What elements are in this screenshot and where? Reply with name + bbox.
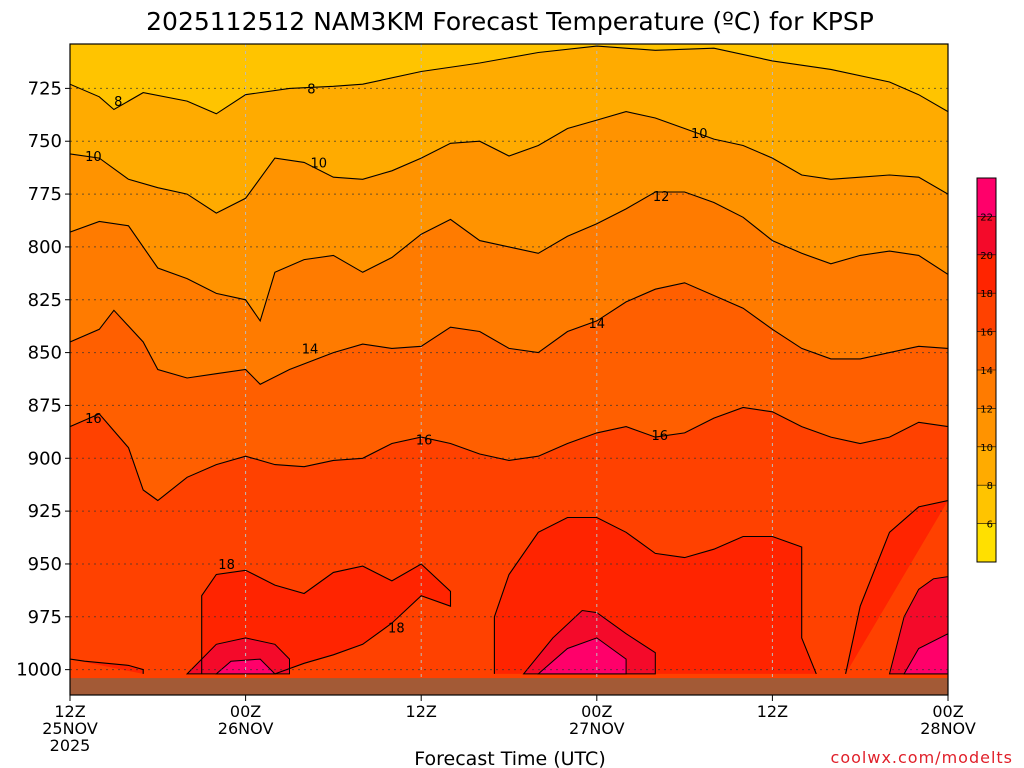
colorbar-swatch-18	[977, 254, 996, 294]
colorbar-label-16: 16	[980, 328, 993, 339]
contour-label-18-12: 18	[388, 621, 405, 636]
y-tick-label-800: 800	[28, 237, 62, 258]
x-tick-label-12-1: 00Z	[230, 702, 261, 721]
contour-label-16-8: 16	[85, 412, 102, 427]
y-tick-label-875: 875	[28, 395, 62, 416]
colorbar-swatch-22	[977, 178, 996, 217]
isotherm-18-8	[70, 658, 144, 674]
contour-label-16-10: 16	[651, 429, 668, 444]
temperature-contours	[70, 45, 948, 675]
isotherm-14-3	[70, 282, 948, 385]
temperature-field	[70, 44, 948, 695]
colorbar-label-18: 18	[980, 289, 993, 300]
colorbar-swatch-14	[977, 331, 996, 370]
contour-label-16-9: 16	[416, 433, 433, 448]
y-tick-label-975: 975	[28, 607, 62, 628]
contour-label-8-1: 8	[307, 82, 315, 97]
colorbar-swatch-8	[977, 446, 996, 486]
colorbar-label-8: 8	[987, 481, 993, 492]
x-tick-label-60-1: 00Z	[932, 702, 963, 721]
hot-region-22-1	[214, 658, 277, 675]
isotherm-12-2	[70, 191, 948, 323]
x-tick-label-0-2: 25NOV	[42, 719, 98, 738]
colorbar-swatch-16	[977, 293, 996, 332]
y-tick-label-950: 950	[28, 554, 62, 575]
hot-region-22-3	[536, 637, 627, 675]
y-tick-label-1000: 1000	[16, 660, 62, 681]
y-tick-label-900: 900	[28, 448, 62, 469]
colorbar-label-14: 14	[980, 366, 993, 377]
colorbar-label-12: 12	[980, 404, 993, 415]
colorbar-swatch-12	[977, 370, 996, 409]
hot-region-22-5	[903, 633, 948, 675]
x-tick-label-0-3: 2025	[50, 736, 91, 755]
contour-label-18-11: 18	[218, 558, 235, 573]
contour-labels: 8 8 10 10 10 12 14 14 16 16 16 18 18	[85, 82, 707, 636]
band-18-region-2	[845, 500, 948, 674]
contour-label-8-0: 8	[114, 95, 122, 110]
colorbar-label-20: 20	[980, 251, 993, 262]
band-18-region-3	[70, 659, 144, 674]
y-tick-label-925: 925	[28, 501, 62, 522]
colorbar-swatch-4	[977, 523, 996, 562]
x-tick-label-48-1: 12Z	[757, 702, 788, 721]
colorbar-label-6: 6	[987, 520, 993, 531]
y-axis: 725 750 775 800 825 850 875 900 925 950 975 1000	[16, 78, 70, 681]
surface-ground	[70, 678, 948, 695]
y-tick-label-725: 725	[28, 78, 62, 99]
x-tick-label-36-2: 27NOV	[569, 719, 625, 738]
contour-label-10-3: 10	[310, 156, 327, 171]
x-tick-label-60-2: 28NOV	[920, 719, 976, 738]
y-tick-label-775: 775	[28, 184, 62, 205]
x-tick-label-36-1: 00Z	[581, 702, 612, 721]
credit-text: coolwx.com/modelts	[831, 748, 1013, 767]
isotherm-8-0	[70, 45, 948, 115]
y-tick-label-750: 750	[28, 131, 62, 152]
x-axis-label: Forecast Time (UTC)	[414, 748, 605, 768]
colorbar-label-10: 10	[980, 443, 993, 454]
contour-label-12-5: 12	[653, 190, 670, 205]
isotherm-10-1	[70, 111, 948, 214]
x-tick-label-12-2: 26NOV	[218, 719, 274, 738]
isotherm-18-5	[201, 563, 452, 675]
y-tick-label-825: 825	[28, 290, 62, 311]
plot-frame	[69, 43, 949, 696]
colorbar-swatch-10	[977, 408, 996, 447]
colorbar-swatch-6	[977, 485, 996, 524]
contour-label-14-7: 14	[589, 317, 606, 332]
colorbar-label-22: 22	[980, 212, 993, 223]
contour-label-10-2: 10	[85, 150, 102, 165]
x-tick-label-0-1: 12Z	[54, 702, 85, 721]
colorbar: 6 8 10 12 14 16 18 20 22	[976, 177, 997, 563]
isotherm-18-6	[493, 516, 817, 675]
y-tick-label-850: 850	[28, 343, 62, 364]
x-tick-label-24-1: 12Z	[406, 702, 437, 721]
contour-label-10-4: 10	[691, 127, 708, 142]
chart-title: 2025112512 NAM3KM Forecast Temperature (…	[146, 7, 874, 36]
colorbar-swatch-20	[977, 216, 996, 255]
isotherm-18-7	[845, 499, 948, 675]
isotherm-16-4	[70, 406, 948, 502]
contour-label-14-6: 14	[302, 342, 319, 357]
